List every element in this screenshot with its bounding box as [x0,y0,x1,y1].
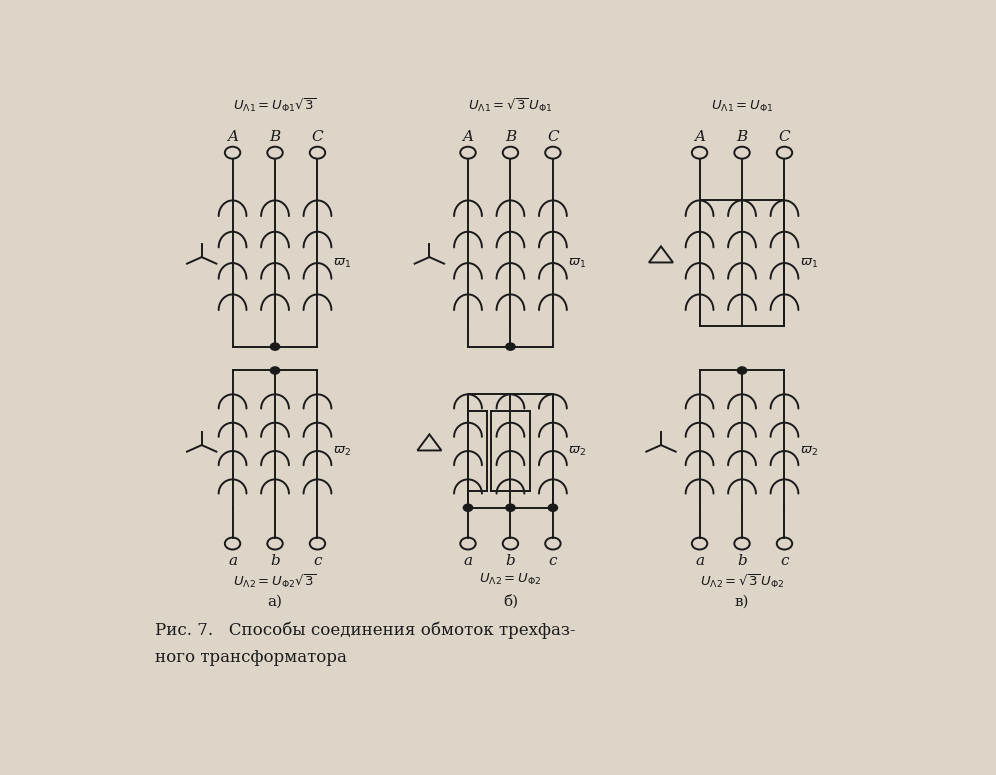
Text: a: a [695,554,704,568]
Circle shape [506,505,515,512]
Circle shape [737,367,747,374]
Text: C: C [779,129,790,143]
Text: $\varpi_2$: $\varpi_2$ [333,445,351,457]
Text: A: A [462,129,473,143]
Text: $U_{\Lambda 1}=\sqrt{3}\,U_{\Phi 1}$: $U_{\Lambda 1}=\sqrt{3}\,U_{\Phi 1}$ [468,96,553,114]
Text: $\varpi_2$: $\varpi_2$ [800,445,818,457]
Text: в): в) [735,594,749,608]
Text: c: c [780,554,789,568]
Text: $U_{\Lambda 1}=U_{\Phi 1}$: $U_{\Lambda 1}=U_{\Phi 1}$ [711,98,773,114]
Text: $\varpi_1$: $\varpi_1$ [800,257,818,270]
Circle shape [270,367,280,374]
Text: б): б) [503,594,518,608]
Circle shape [270,343,280,350]
Text: B: B [736,129,748,143]
Circle shape [463,505,473,512]
Text: A: A [227,129,238,143]
Text: а): а) [268,594,283,608]
Text: C: C [312,129,324,143]
Text: $\varpi_1$: $\varpi_1$ [569,257,587,270]
Text: C: C [547,129,559,143]
Text: b: b [270,554,280,568]
Text: c: c [549,554,557,568]
Text: ного трансформатора: ного трансформатора [155,649,348,666]
Circle shape [548,505,558,512]
Text: $U_{\Lambda 2}=U_{\Phi 2}$: $U_{\Lambda 2}=U_{\Phi 2}$ [479,572,542,587]
Text: A: A [694,129,705,143]
Circle shape [506,343,515,350]
Text: $U_{\Lambda 2}=\sqrt{3}\,U_{\Phi 2}$: $U_{\Lambda 2}=\sqrt{3}\,U_{\Phi 2}$ [699,572,785,590]
Text: c: c [313,554,322,568]
Text: b: b [506,554,515,568]
Text: a: a [228,554,237,568]
Text: B: B [505,129,516,143]
Text: B: B [269,129,281,143]
Text: $\varpi_1$: $\varpi_1$ [333,257,351,270]
Text: $U_{\Lambda 1}=U_{\Phi 1}\sqrt{3}$: $U_{\Lambda 1}=U_{\Phi 1}\sqrt{3}$ [233,96,317,114]
Text: $U_{\Lambda 2}=U_{\Phi 2}\sqrt{3}$: $U_{\Lambda 2}=U_{\Phi 2}\sqrt{3}$ [233,572,317,590]
Text: b: b [737,554,747,568]
Text: Рис. 7.   Способы соединения обмоток трехфаз-: Рис. 7. Способы соединения обмоток трехф… [155,621,576,639]
Text: $\varpi_2$: $\varpi_2$ [569,445,587,457]
Text: a: a [463,554,472,568]
